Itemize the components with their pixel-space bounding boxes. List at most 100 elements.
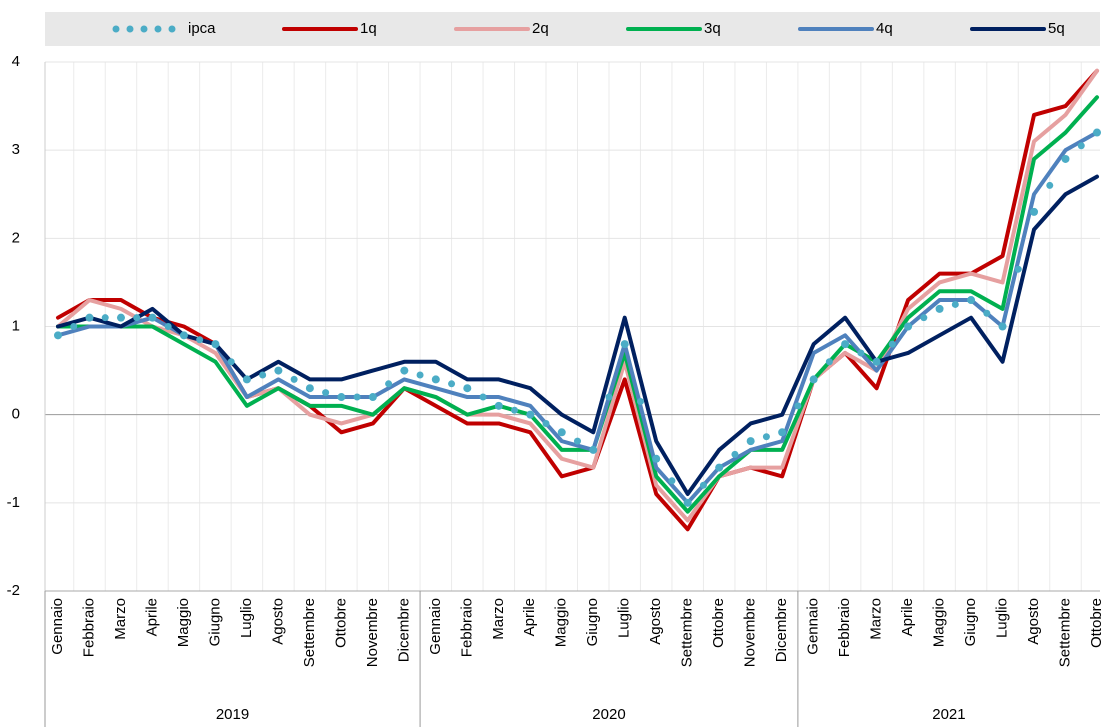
data-dot — [557, 428, 566, 437]
connector-dot — [385, 380, 393, 388]
legend-label: 2q — [532, 20, 549, 37]
data-dot — [872, 357, 881, 366]
connector-dot — [479, 393, 487, 401]
x-tick-label: Dicembre — [395, 598, 412, 662]
connector-dot — [164, 323, 172, 330]
connector-dot — [605, 393, 613, 401]
x-tick-label: Dicembre — [773, 598, 790, 662]
x-tick-label: Gennaio — [805, 598, 822, 655]
connector-dot — [699, 481, 707, 489]
x-tick-label: Agosto — [647, 598, 664, 645]
x-tick-label: Aprile — [143, 598, 160, 636]
x-tick-label: Marzo — [868, 598, 885, 640]
data-dot — [935, 304, 944, 313]
connector-dot — [1014, 265, 1022, 273]
x-tick-label: Marzo — [490, 598, 507, 640]
data-dot — [1093, 128, 1101, 137]
connector-dot — [353, 393, 361, 401]
x-tick-label: Febbraio — [836, 598, 853, 657]
connector-dot — [1046, 181, 1054, 189]
x-tick-label: Ottobre — [332, 598, 349, 648]
x-tick-label: Aprile — [899, 598, 916, 636]
legend-background — [45, 12, 1100, 46]
x-tick-label: Giugno — [584, 598, 601, 646]
x-tick-label: Agosto — [269, 598, 286, 645]
legend-label: 3q — [704, 20, 721, 37]
connector-dot — [133, 314, 141, 322]
x-tick-label: Maggio — [931, 598, 948, 647]
x-tick-label: Luglio — [238, 598, 255, 638]
x-tick-label: Agosto — [1025, 598, 1042, 645]
legend-label: 4q — [876, 20, 893, 37]
y-tick-label: 3 — [12, 141, 20, 158]
data-dot — [400, 366, 409, 375]
series-line — [56, 130, 1099, 505]
connector-dot — [731, 450, 739, 458]
connector-dot — [448, 380, 456, 388]
connector-dot — [101, 314, 109, 322]
connector-dot — [636, 397, 644, 405]
data-dot — [526, 410, 535, 419]
data-dot — [116, 313, 125, 322]
x-tick-label: Luglio — [616, 598, 633, 638]
data-dot — [683, 498, 692, 507]
x-tick-label: Maggio — [175, 598, 192, 647]
data-dot — [463, 384, 472, 393]
x-tick-label: Febbraio — [80, 598, 97, 657]
x-tick-label: Febbraio — [458, 598, 475, 657]
data-dot — [494, 401, 503, 410]
x-tick-label: Marzo — [112, 598, 129, 640]
x-tick-label: Settembre — [1056, 598, 1073, 667]
x-tick-label: Giugno — [206, 598, 223, 646]
legend-label: ipca — [188, 20, 216, 37]
x-tick-label: Gennaio — [427, 598, 444, 655]
connector-dot — [511, 406, 519, 414]
legend-label: 1q — [360, 20, 377, 37]
connector-dot — [416, 371, 424, 379]
y-tick-label: 4 — [12, 53, 20, 70]
data-dot — [54, 331, 62, 340]
data-dot — [85, 313, 94, 322]
series-line — [56, 95, 1099, 514]
data-dot — [274, 366, 283, 375]
connector-dot — [951, 300, 959, 308]
data-dot — [242, 375, 251, 384]
data-dot — [211, 340, 220, 349]
x-group-label: 2021 — [932, 706, 965, 723]
data-dot — [778, 428, 787, 437]
connector-dot — [1077, 142, 1085, 150]
data-dot — [179, 331, 188, 340]
connector-dot — [290, 375, 298, 383]
x-tick-label: Luglio — [994, 598, 1011, 638]
x-group-label: 2020 — [592, 706, 625, 723]
x-group-label: 2019 — [216, 706, 249, 723]
data-dot — [715, 463, 724, 472]
y-tick-label: -2 — [7, 582, 20, 599]
data-dot — [809, 375, 818, 384]
connector-dot — [322, 389, 330, 397]
data-dot — [904, 322, 913, 331]
y-tick-label: 0 — [12, 406, 20, 423]
connector-dot — [983, 309, 991, 317]
data-dot — [841, 340, 850, 349]
x-tick-label: Ottobre — [710, 598, 727, 648]
connector-dot — [227, 358, 235, 366]
connector-dot — [259, 371, 267, 379]
data-dot — [337, 393, 346, 402]
data-dot — [305, 384, 314, 393]
connector-dot — [196, 336, 204, 344]
x-tick-label: Giugno — [962, 598, 979, 646]
x-tick-label: Novembre — [742, 598, 759, 667]
y-tick-label: 2 — [12, 229, 20, 246]
data-dot — [431, 375, 440, 384]
connector-dot — [668, 477, 676, 485]
data-dot — [1061, 154, 1070, 163]
connector-dot — [762, 433, 770, 441]
x-tick-label: Settembre — [679, 598, 696, 667]
connector-dot — [574, 437, 581, 445]
connector-dot — [825, 358, 833, 366]
x-tick-label: Novembre — [364, 598, 381, 667]
x-tick-label: Gennaio — [49, 598, 66, 655]
connector-dot — [70, 323, 78, 330]
